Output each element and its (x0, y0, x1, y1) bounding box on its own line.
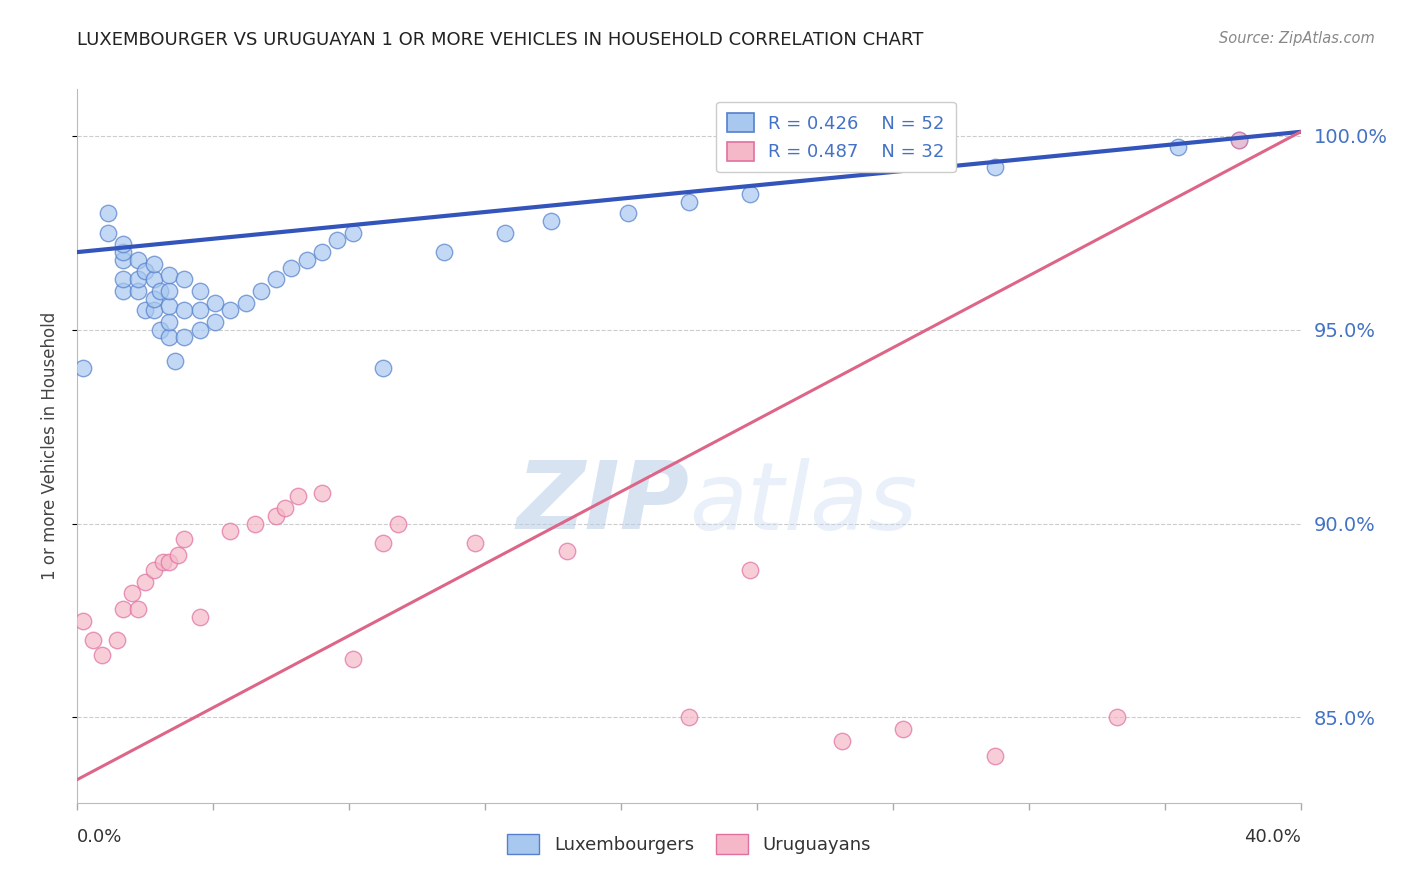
Point (134, 303, 156, 318)
Point (1229, 133, 1251, 147)
Point (112, 272, 135, 286)
Point (740, 563, 762, 577)
Point (134, 574, 156, 589)
Point (371, 361, 394, 376)
Point (235, 295, 257, 310)
Point (72, 614, 94, 628)
Point (464, 536, 486, 550)
Point (173, 272, 195, 286)
Point (219, 524, 242, 539)
Point (295, 252, 318, 267)
Point (617, 206, 640, 220)
Point (112, 245, 135, 260)
Point (891, 722, 914, 736)
Point (264, 508, 287, 523)
Point (678, 710, 700, 724)
Point (142, 303, 165, 318)
Point (142, 563, 165, 577)
Point (984, 749, 1007, 764)
Point (204, 295, 226, 310)
Point (433, 245, 456, 260)
Point (157, 268, 180, 283)
Point (342, 652, 364, 666)
Point (740, 186, 762, 201)
Point (173, 532, 195, 546)
Point (97, 206, 120, 220)
Text: 40.0%: 40.0% (1244, 828, 1301, 846)
Point (134, 264, 156, 278)
Point (1107, 710, 1129, 724)
Point (264, 272, 287, 286)
Y-axis label: 1 or more Vehicles in Household: 1 or more Vehicles in Household (41, 312, 59, 580)
Point (274, 501, 297, 516)
Point (128, 602, 150, 616)
Point (142, 257, 165, 271)
Point (326, 234, 349, 248)
Point (112, 284, 135, 298)
Point (157, 555, 180, 569)
Point (149, 284, 172, 298)
Point (157, 284, 180, 298)
Point (112, 602, 135, 616)
Point (142, 272, 165, 286)
Point (678, 194, 700, 209)
Text: 0.0%: 0.0% (77, 828, 122, 846)
Point (984, 160, 1007, 174)
Point (342, 226, 364, 240)
Point (1167, 140, 1189, 154)
Point (555, 543, 578, 558)
Point (173, 303, 195, 318)
Point (112, 237, 135, 252)
Point (204, 315, 226, 329)
Point (128, 272, 150, 286)
Point (540, 214, 562, 228)
Point (280, 260, 302, 275)
Point (121, 586, 143, 600)
Point (173, 330, 195, 344)
Point (371, 536, 394, 550)
Point (311, 485, 333, 500)
Point (72, 361, 94, 376)
Point (387, 516, 409, 531)
Point (82, 632, 104, 647)
Point (167, 548, 190, 562)
Text: atlas: atlas (689, 458, 917, 549)
Point (97, 226, 120, 240)
Text: LUXEMBOURGER VS URUGUAYAN 1 OR MORE VEHICLES IN HOUSEHOLD CORRELATION CHART: LUXEMBOURGER VS URUGUAYAN 1 OR MORE VEHI… (77, 31, 924, 49)
Point (250, 284, 273, 298)
Point (128, 284, 150, 298)
Point (1229, 133, 1251, 147)
Point (311, 245, 333, 260)
Point (243, 516, 266, 531)
Text: Source: ZipAtlas.com: Source: ZipAtlas.com (1219, 31, 1375, 46)
Point (219, 303, 242, 318)
Point (112, 252, 135, 267)
Text: ZIP: ZIP (516, 457, 689, 549)
Point (157, 330, 180, 344)
Point (287, 490, 309, 504)
Point (188, 609, 211, 624)
Point (142, 292, 165, 306)
Point (165, 353, 187, 368)
Legend: Luxembourgers, Uruguayans: Luxembourgers, Uruguayans (499, 827, 879, 862)
Point (188, 323, 211, 337)
Point (495, 226, 517, 240)
Point (157, 299, 180, 313)
Point (831, 733, 853, 747)
Point (188, 303, 211, 318)
Point (188, 284, 211, 298)
Point (128, 252, 150, 267)
Point (149, 323, 172, 337)
Point (152, 555, 174, 569)
Point (157, 315, 180, 329)
Point (90, 648, 112, 663)
Point (105, 632, 128, 647)
